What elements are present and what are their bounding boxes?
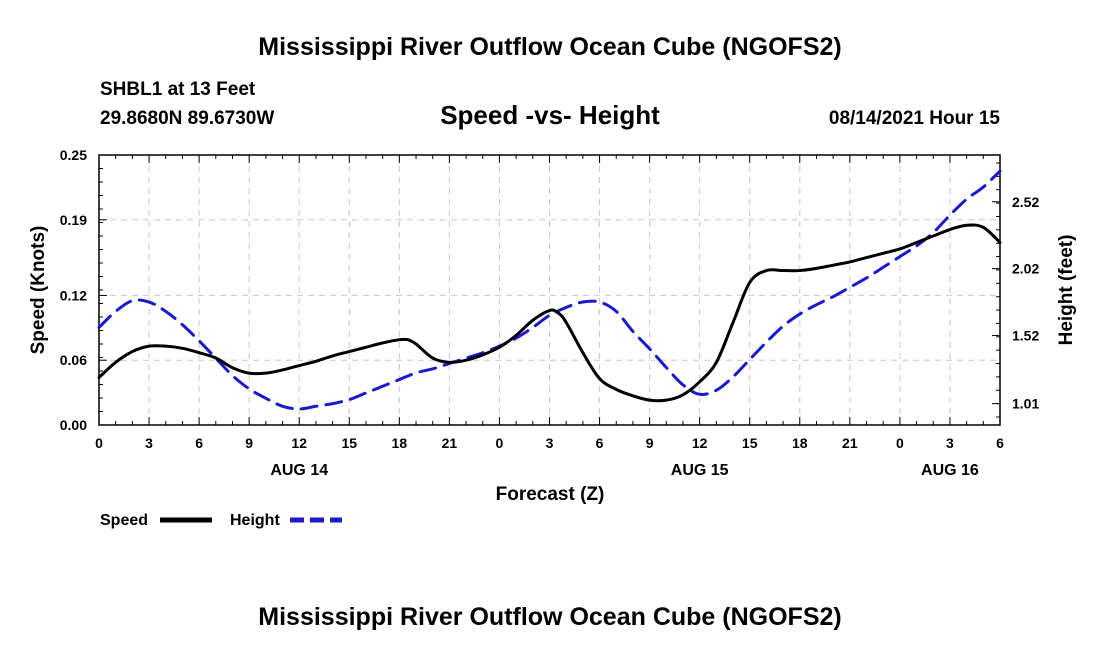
x-tick-label: 15: [341, 435, 357, 451]
station-label: SHBL1 at 13 Feet: [100, 79, 256, 100]
datetime-label: 08/14/2021 Hour 15: [829, 108, 1001, 129]
axis-ticks: 0 3 6 9 12 15 18 21 0 3 6 9 12 15 18 21 0 3 6 0.00 0.06 0.12 0…: [60, 147, 1040, 479]
date-label: AUG 16: [921, 462, 979, 479]
y-right-tick-label: 1.01: [1012, 396, 1039, 412]
x-tick-label: 6: [996, 435, 1004, 451]
grid-lines: [99, 155, 1000, 425]
y-left-tick-label: 0.00: [60, 417, 87, 433]
y-axis-right-label: Height (feet): [1056, 235, 1077, 346]
x-tick-label: 0: [95, 435, 103, 451]
x-tick-label: 3: [946, 435, 954, 451]
series-layer: [97, 169, 1002, 411]
legend-speed-label: Speed: [100, 512, 148, 529]
y-left-tick-label: 0.25: [60, 147, 87, 163]
y-axis-left-label: Speed (Knots): [28, 226, 49, 355]
x-tick-label: 9: [245, 435, 253, 451]
y-left-tick-label: 0.06: [60, 352, 87, 368]
legend: Speed Height: [100, 512, 342, 529]
x-tick-label: 15: [742, 435, 758, 451]
x-axis-label: Forecast (Z): [496, 484, 605, 505]
x-tick-label: 6: [596, 435, 604, 451]
x-tick-label: 3: [546, 435, 554, 451]
x-tick-label: 0: [896, 435, 904, 451]
x-tick-label: 3: [145, 435, 153, 451]
x-tick-label: 9: [646, 435, 654, 451]
series-line-speed: [97, 223, 1002, 403]
x-tick-label: 12: [692, 435, 708, 451]
date-label: AUG 14: [270, 462, 328, 479]
y-right-tick-label: 2.52: [1012, 194, 1039, 210]
chart-subtitle: Speed -vs- Height: [440, 100, 660, 130]
x-tick-label: 6: [195, 435, 203, 451]
x-tick-label: 18: [792, 435, 808, 451]
x-tick-label: 18: [392, 435, 408, 451]
y-left-tick-label: 0.19: [60, 212, 87, 228]
series-line-height: [97, 169, 1002, 411]
y-right-tick-label: 1.52: [1012, 327, 1039, 343]
legend-height-label: Height: [230, 512, 280, 529]
x-tick-label: 21: [442, 435, 458, 451]
y-right-tick-label: 2.02: [1012, 261, 1039, 277]
x-tick-label: 21: [842, 435, 858, 451]
footer-title: Mississippi River Outflow Ocean Cube (NG…: [258, 603, 841, 631]
x-tick-label: 0: [496, 435, 504, 451]
y-left-tick-label: 0.12: [60, 287, 87, 303]
chart-title: Mississippi River Outflow Ocean Cube (NG…: [258, 33, 841, 61]
x-tick-label: 12: [291, 435, 307, 451]
coordinates-label: 29.8680N 89.6730W: [100, 108, 274, 129]
date-label: AUG 15: [671, 462, 729, 479]
